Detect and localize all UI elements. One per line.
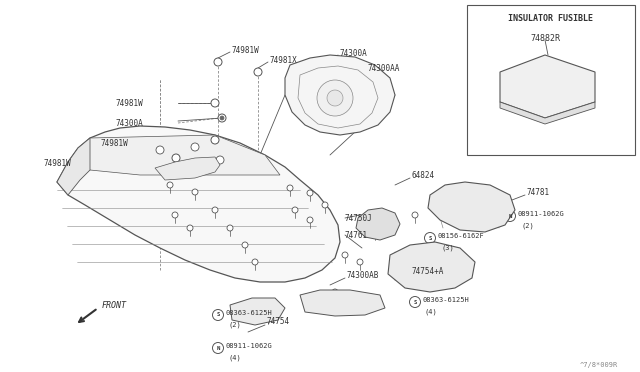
Circle shape [325,57,335,67]
Text: (4): (4) [425,309,438,315]
Circle shape [332,289,338,295]
Polygon shape [57,126,340,282]
Text: 74300AA: 74300AA [368,64,401,73]
Polygon shape [230,298,285,325]
Circle shape [352,297,358,303]
Text: 74981W: 74981W [43,158,71,167]
Text: 74300AB: 74300AB [347,270,380,279]
Circle shape [350,71,360,81]
Circle shape [242,242,248,248]
Circle shape [187,225,193,231]
Circle shape [410,296,420,308]
Circle shape [317,80,353,116]
Text: 74882R: 74882R [530,33,560,42]
Polygon shape [155,157,220,180]
Text: FRONT: FRONT [102,301,127,310]
Text: 74781: 74781 [527,187,550,196]
Circle shape [227,225,233,231]
Text: 74981W: 74981W [232,45,260,55]
Text: 08156-6162F: 08156-6162F [438,233,484,239]
Circle shape [357,259,363,265]
Circle shape [212,207,218,213]
Text: 74761: 74761 [345,231,368,240]
Circle shape [372,229,378,235]
Text: (2): (2) [228,322,241,328]
Circle shape [327,90,343,106]
Circle shape [220,116,224,120]
Polygon shape [300,290,385,316]
Circle shape [212,343,223,353]
Circle shape [307,190,313,196]
Circle shape [252,259,258,265]
Text: (3): (3) [442,245,455,251]
Circle shape [218,114,226,122]
Text: (2): (2) [522,223,535,229]
Text: 74754+A: 74754+A [412,267,444,276]
Text: INSULATOR FUSIBLE: INSULATOR FUSIBLE [509,13,593,22]
Circle shape [307,217,313,223]
Text: S: S [413,299,417,305]
Text: S: S [216,312,220,317]
Circle shape [172,154,180,162]
Circle shape [322,202,328,208]
Circle shape [216,156,224,164]
Text: S: S [428,235,431,241]
Polygon shape [82,135,280,175]
Circle shape [247,307,253,313]
Text: 74981X: 74981X [270,55,298,64]
Circle shape [156,146,164,154]
Circle shape [254,68,262,76]
Circle shape [172,212,178,218]
Text: 74981W: 74981W [100,138,128,148]
Polygon shape [467,5,635,155]
Text: N: N [216,346,220,350]
Text: 74981W: 74981W [115,99,143,108]
Circle shape [424,232,435,244]
Text: N: N [508,214,511,218]
Circle shape [342,252,348,258]
Circle shape [211,136,219,144]
Polygon shape [388,242,475,292]
Text: 08363-6125H: 08363-6125H [226,310,273,316]
Text: ^7/8*009R: ^7/8*009R [580,362,618,368]
Circle shape [167,182,173,188]
Text: (4): (4) [228,355,241,361]
Text: 08911-1062G: 08911-1062G [518,211,564,217]
Polygon shape [285,55,395,135]
Polygon shape [428,182,515,232]
Polygon shape [500,55,595,118]
Circle shape [287,185,293,191]
Text: 08363-6125H: 08363-6125H [423,297,470,303]
Text: 74300A: 74300A [115,119,143,128]
Text: 64824: 64824 [412,170,435,180]
Circle shape [191,143,199,151]
Circle shape [412,212,418,218]
Circle shape [326,58,334,66]
Circle shape [265,313,271,319]
Circle shape [212,310,223,321]
Polygon shape [500,102,595,124]
Circle shape [292,207,298,213]
Circle shape [214,58,222,66]
Polygon shape [356,208,400,240]
Circle shape [192,189,198,195]
Text: 74750J: 74750J [345,214,372,222]
Circle shape [211,99,219,107]
Circle shape [351,71,359,79]
Text: 08911-1062G: 08911-1062G [226,343,273,349]
Text: 74754: 74754 [267,317,290,327]
Polygon shape [57,138,90,195]
Circle shape [504,211,515,221]
Text: 74300A: 74300A [340,48,368,58]
